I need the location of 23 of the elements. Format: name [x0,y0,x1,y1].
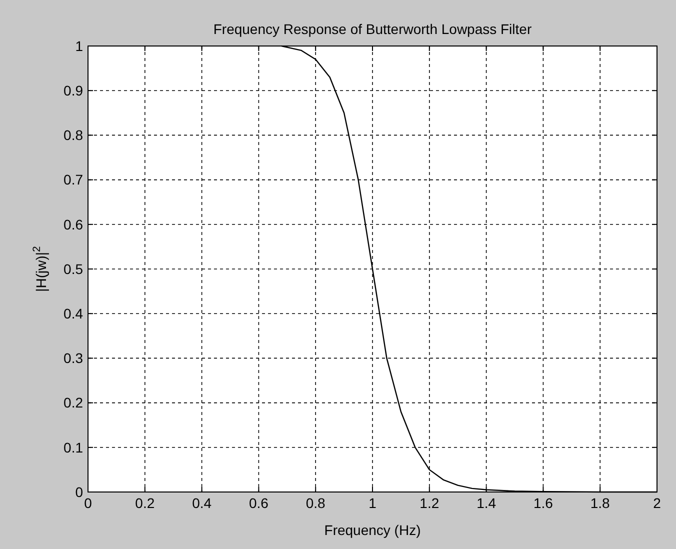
x-tick-label: 2 [653,495,662,511]
x-tick-label: 0.8 [306,495,326,511]
y-tick-label: 0.4 [64,306,84,322]
x-tick-label: 1.2 [420,495,440,511]
x-tick-label: 0.4 [192,495,212,511]
x-tick-label: 0.2 [135,495,155,511]
y-tick-label: 0.8 [64,127,84,144]
x-tick-label: 0.6 [248,495,269,511]
y-tick-label: 0.5 [64,260,84,277]
y-tick-label: 0.7 [64,172,84,188]
y-tick-label: 0.2 [64,394,84,411]
x-tick-label: 1.4 [476,495,496,511]
y-tick-label: 0.1 [64,439,84,456]
x-tick-label: 1.6 [533,495,554,511]
chart-title: Frequency Response of Butterworth Lowpass Filter [213,21,532,37]
y-tick-label: 0.3 [64,350,84,366]
y-tick-label: 1 [75,38,84,54]
x-tick-label: 1.8 [590,495,610,511]
x-tick-label: 1 [368,495,377,511]
y-tick-label: 0.9 [64,82,84,98]
x-axis-title: Frequency (Hz) [324,522,421,538]
y-tick-label: 0.6 [64,216,84,232]
y-tick-label: 0 [75,484,84,500]
